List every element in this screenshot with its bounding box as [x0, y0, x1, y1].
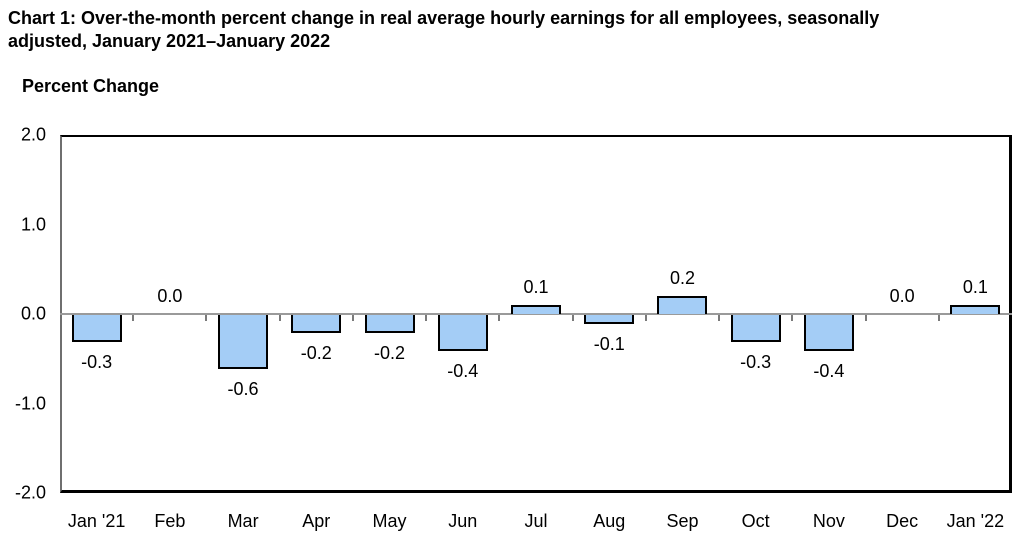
- bar-value-label: -0.6: [227, 378, 259, 399]
- y-axis-title: Percent Change: [22, 76, 160, 96]
- bar-value-label: 0.0: [889, 286, 915, 306]
- bar: [584, 315, 635, 324]
- zero-axis-line: [60, 313, 1012, 315]
- bar: [364, 315, 415, 333]
- x-tick-label: Aug: [593, 511, 626, 531]
- y-tick-label: -1.0: [14, 393, 46, 413]
- bar: [950, 305, 1001, 314]
- y-tick-label: -2.0: [14, 482, 46, 503]
- zero-line-tick: [132, 315, 135, 321]
- y-tick-label: 0.0: [20, 303, 46, 324]
- x-tick-label: Mar: [227, 511, 259, 531]
- zero-line-tick: [791, 315, 794, 321]
- bar: [803, 315, 854, 351]
- bar-value-label: -0.2: [374, 342, 406, 363]
- zero-line-tick: [351, 315, 354, 321]
- bar: [71, 315, 122, 342]
- bar-value-label: 0.0: [157, 286, 183, 306]
- x-tick-label: Jan '21: [67, 511, 126, 531]
- zero-line-tick: [278, 315, 281, 321]
- zero-line-tick: [425, 315, 428, 321]
- chart-title-line-1: Chart 1: Over-the-month percent change i…: [8, 8, 880, 28]
- y-tick-label: 1.0: [20, 214, 46, 234]
- bar: [218, 315, 269, 369]
- x-tick-label: Apr: [302, 511, 331, 531]
- zero-line-tick: [937, 315, 940, 321]
- bar: [730, 315, 781, 342]
- x-tick-label: Nov: [812, 511, 845, 531]
- zero-line-tick: [205, 315, 208, 321]
- bar-value-label: 0.2: [669, 268, 695, 289]
- chart-title: Chart 1: Over-the-month percent change i…: [8, 7, 1016, 53]
- bar-value-label: 0.1: [523, 277, 549, 298]
- bar-value-label: -0.3: [81, 351, 113, 372]
- bar-value-label: 0.1: [962, 277, 988, 298]
- bar-value-label: -0.4: [813, 360, 845, 381]
- x-tick-label: Dec: [886, 511, 919, 531]
- zero-line-tick: [864, 315, 867, 321]
- x-tick-label: Jul: [524, 511, 548, 531]
- y-tick-label: 2.0: [20, 124, 46, 145]
- x-tick-label: Feb: [154, 511, 186, 531]
- x-tick-label: Oct: [741, 511, 770, 531]
- zero-line-tick: [498, 315, 501, 321]
- x-tick-label: Jun: [448, 511, 478, 531]
- bar: [511, 305, 561, 314]
- x-tick-label: Jan '22: [946, 511, 1005, 531]
- x-tick-label: Sep: [666, 511, 699, 531]
- zero-line-tick: [571, 315, 574, 321]
- x-tick-label: May: [372, 511, 407, 531]
- bar: [291, 315, 342, 333]
- zero-line-tick: [644, 315, 647, 321]
- chart-title-line-2: adjusted, January 2021–January 2022: [8, 31, 331, 51]
- bar-value-label: -0.1: [593, 333, 625, 354]
- bar: [657, 296, 708, 314]
- bar-value-label: -0.2: [300, 342, 332, 363]
- bar: [437, 315, 488, 351]
- zero-line-tick: [718, 315, 721, 321]
- bar-value-label: -0.4: [447, 360, 479, 381]
- bar-value-label: -0.3: [740, 351, 772, 372]
